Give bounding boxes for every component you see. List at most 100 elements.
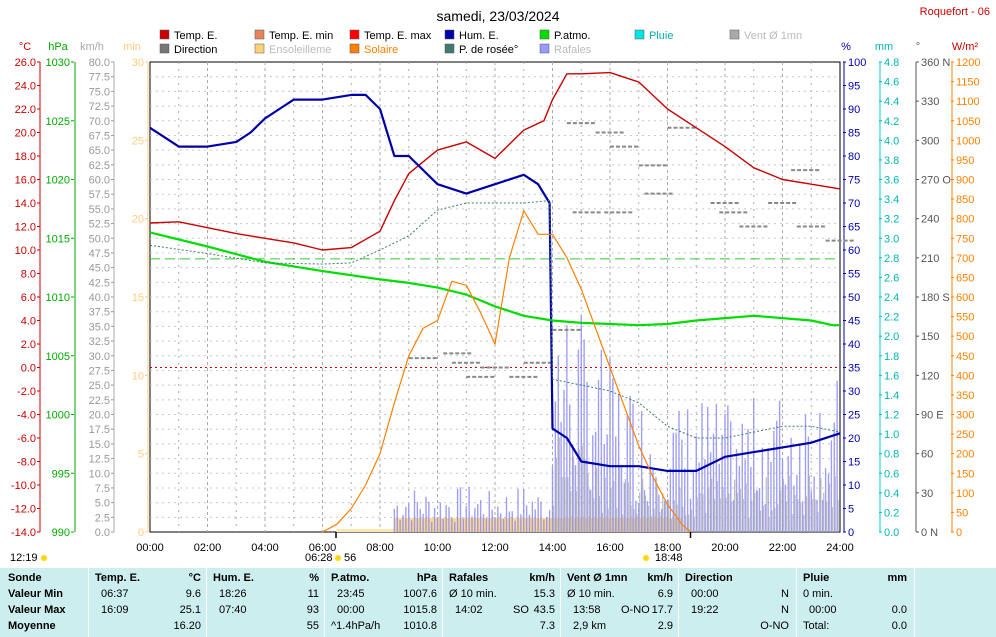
time-tick: 06:00 [309, 542, 337, 554]
wind-axis-tick: 2.5 [95, 512, 110, 524]
humidity-axis-tick: 35 [848, 363, 860, 375]
legend-swatch [254, 43, 265, 54]
sun-mark-value: 56 [344, 552, 356, 564]
sunshine-axis-tick: 10 [132, 370, 144, 382]
solar-axis-unit: W/m² [952, 41, 979, 53]
stats-col-wind: Vent Ø 1mn km/h Ø 10 min. 6.9 13:58 O-NO… [560, 568, 679, 637]
chart-title: samedi, 23/03/2024 [437, 8, 560, 24]
sunset-icon [643, 555, 649, 561]
temp-axis-tick: -4.0 [17, 410, 36, 422]
solar-axis-tick: 50 [956, 507, 968, 519]
hum-min-time: 18:26 [219, 588, 247, 600]
legend-swatch [254, 29, 265, 40]
stats-unit-wind: km/h [647, 572, 673, 584]
humidity-axis-tick: 20 [848, 433, 860, 445]
wind-axis-tick: 22.5 [89, 395, 110, 407]
stats-col-labels: Sonde Valeur Min Valeur Max Moyenne [0, 568, 88, 637]
sunshine-axis-tick: 20 [132, 214, 144, 226]
stats-header-dir: Direction [685, 572, 733, 584]
humidity-axis-tick: 45 [848, 316, 860, 328]
temp-axis-tick: -2.0 [17, 386, 36, 398]
temp-axis-tick: -10.0 [11, 480, 36, 492]
direction-axis-tick: 120 [921, 370, 939, 382]
temp-axis-tick: 10.0 [15, 245, 36, 257]
wind-axis-tick: 27.5 [89, 365, 110, 377]
rain-axis-tick: 2.4 [884, 292, 899, 304]
rain-axis-tick: 3.0 [884, 233, 899, 245]
rain-axis-tick: 0.4 [884, 488, 899, 500]
rain-axis-unit: mm [875, 41, 893, 53]
humidity-axis-tick: 40 [848, 339, 860, 351]
legend-swatch [159, 29, 170, 40]
stats-unit-gust: km/h [529, 572, 555, 584]
time-tick: 04:00 [251, 542, 279, 554]
solar-axis-tick: 700 [956, 253, 974, 265]
solar-axis-tick: 450 [956, 351, 974, 363]
wind-axis-unit: km/h [80, 41, 104, 53]
temp-max-time: 16:09 [101, 604, 129, 616]
wind-axis-tick: 30.0 [89, 351, 110, 363]
wind-axis-tick: 40.0 [89, 292, 110, 304]
solar-axis-tick: 500 [956, 331, 974, 343]
wind-max-dir: O-NO [621, 604, 650, 616]
time-tick: 00:00 [136, 542, 164, 554]
temp-axis-tick: 0.0 [21, 363, 36, 375]
time-tick: 14:00 [539, 542, 567, 554]
sunshine-axis-tick: 25 [132, 135, 144, 147]
direction-axis-tick: 0 N [921, 527, 938, 539]
hum-max-time: 07:40 [219, 604, 247, 616]
legend-label: Temp. E. max [364, 30, 432, 42]
gust-min: 15.3 [533, 588, 555, 600]
pressure-axis-tick: 990 [52, 527, 70, 539]
wind-axis-tick: 77.5 [89, 72, 110, 84]
rain-axis-tick: 1.0 [884, 429, 899, 441]
legend-label: Rafales [554, 44, 592, 56]
wind-axis-tick: 72.5 [89, 101, 110, 113]
hum-max: 93 [306, 604, 319, 616]
legend-swatch [729, 29, 740, 40]
time-tick: 02:00 [194, 542, 222, 554]
humidity-axis-tick: 10 [848, 480, 860, 492]
wind-axis-tick: 65.0 [89, 145, 110, 157]
direction-axis-tick: 60 [921, 449, 933, 461]
legend-label: Solaire [364, 44, 398, 56]
stats-header-press: P.atmo. [331, 572, 370, 584]
legend-swatch [444, 29, 455, 40]
rain-axis-tick: 0.6 [884, 468, 899, 480]
row-label-min: Valeur Min [8, 588, 64, 600]
wind-axis-tick: 0.0 [95, 527, 110, 539]
temp-axis-tick: 2.0 [21, 339, 36, 351]
humidity-axis-tick: 100 [848, 57, 866, 69]
temp-axis-tick: 8.0 [21, 269, 36, 281]
direction-axis-tick: 180 S [921, 292, 950, 304]
solar-axis-tick: 1200 [956, 57, 980, 69]
pressure-axis-tick: 1020 [46, 175, 70, 187]
rain-axis-tick: 0.2 [884, 507, 899, 519]
legend-swatch [634, 29, 645, 40]
wind-axis-tick: 70.0 [89, 116, 110, 128]
solar-axis-tick: 1100 [956, 96, 980, 108]
humidity-axis-tick: 5 [848, 504, 854, 516]
time-tick: 10:00 [424, 542, 452, 554]
humidity-axis-tick: 70 [848, 198, 860, 210]
pressure-axis-tick: 1030 [46, 57, 70, 69]
solar-axis-tick: 150 [956, 468, 974, 480]
sunshine-axis-unit: min [123, 41, 141, 53]
temp-axis-tick: -14.0 [11, 527, 36, 539]
wind-axis-tick: 7.5 [95, 483, 110, 495]
press-avg: 1010.8 [403, 620, 437, 632]
direction-axis-tick: 30 [921, 488, 933, 500]
temp-axis-unit: °C [19, 41, 31, 53]
wind-min-label: Ø 10 min. [567, 588, 615, 600]
temp-axis-tick: 18.0 [15, 151, 36, 163]
rain-axis-tick: 2.8 [884, 253, 899, 265]
rain-axis-tick: 4.0 [884, 135, 899, 147]
wind-bars [336, 122, 854, 532]
humidity-axis-unit: % [841, 41, 851, 53]
rain-axis-tick: 2.0 [884, 331, 899, 343]
rain-axis-tick: 4.4 [884, 96, 899, 108]
chart-legend: Temp. E. Temp. E. min Temp. E. max Hum. E. P… [159, 29, 802, 56]
solar-axis-tick: 200 [956, 449, 974, 461]
gust-min-label: Ø 10 min. [449, 588, 497, 600]
press-max-time: 00:00 [337, 604, 365, 616]
